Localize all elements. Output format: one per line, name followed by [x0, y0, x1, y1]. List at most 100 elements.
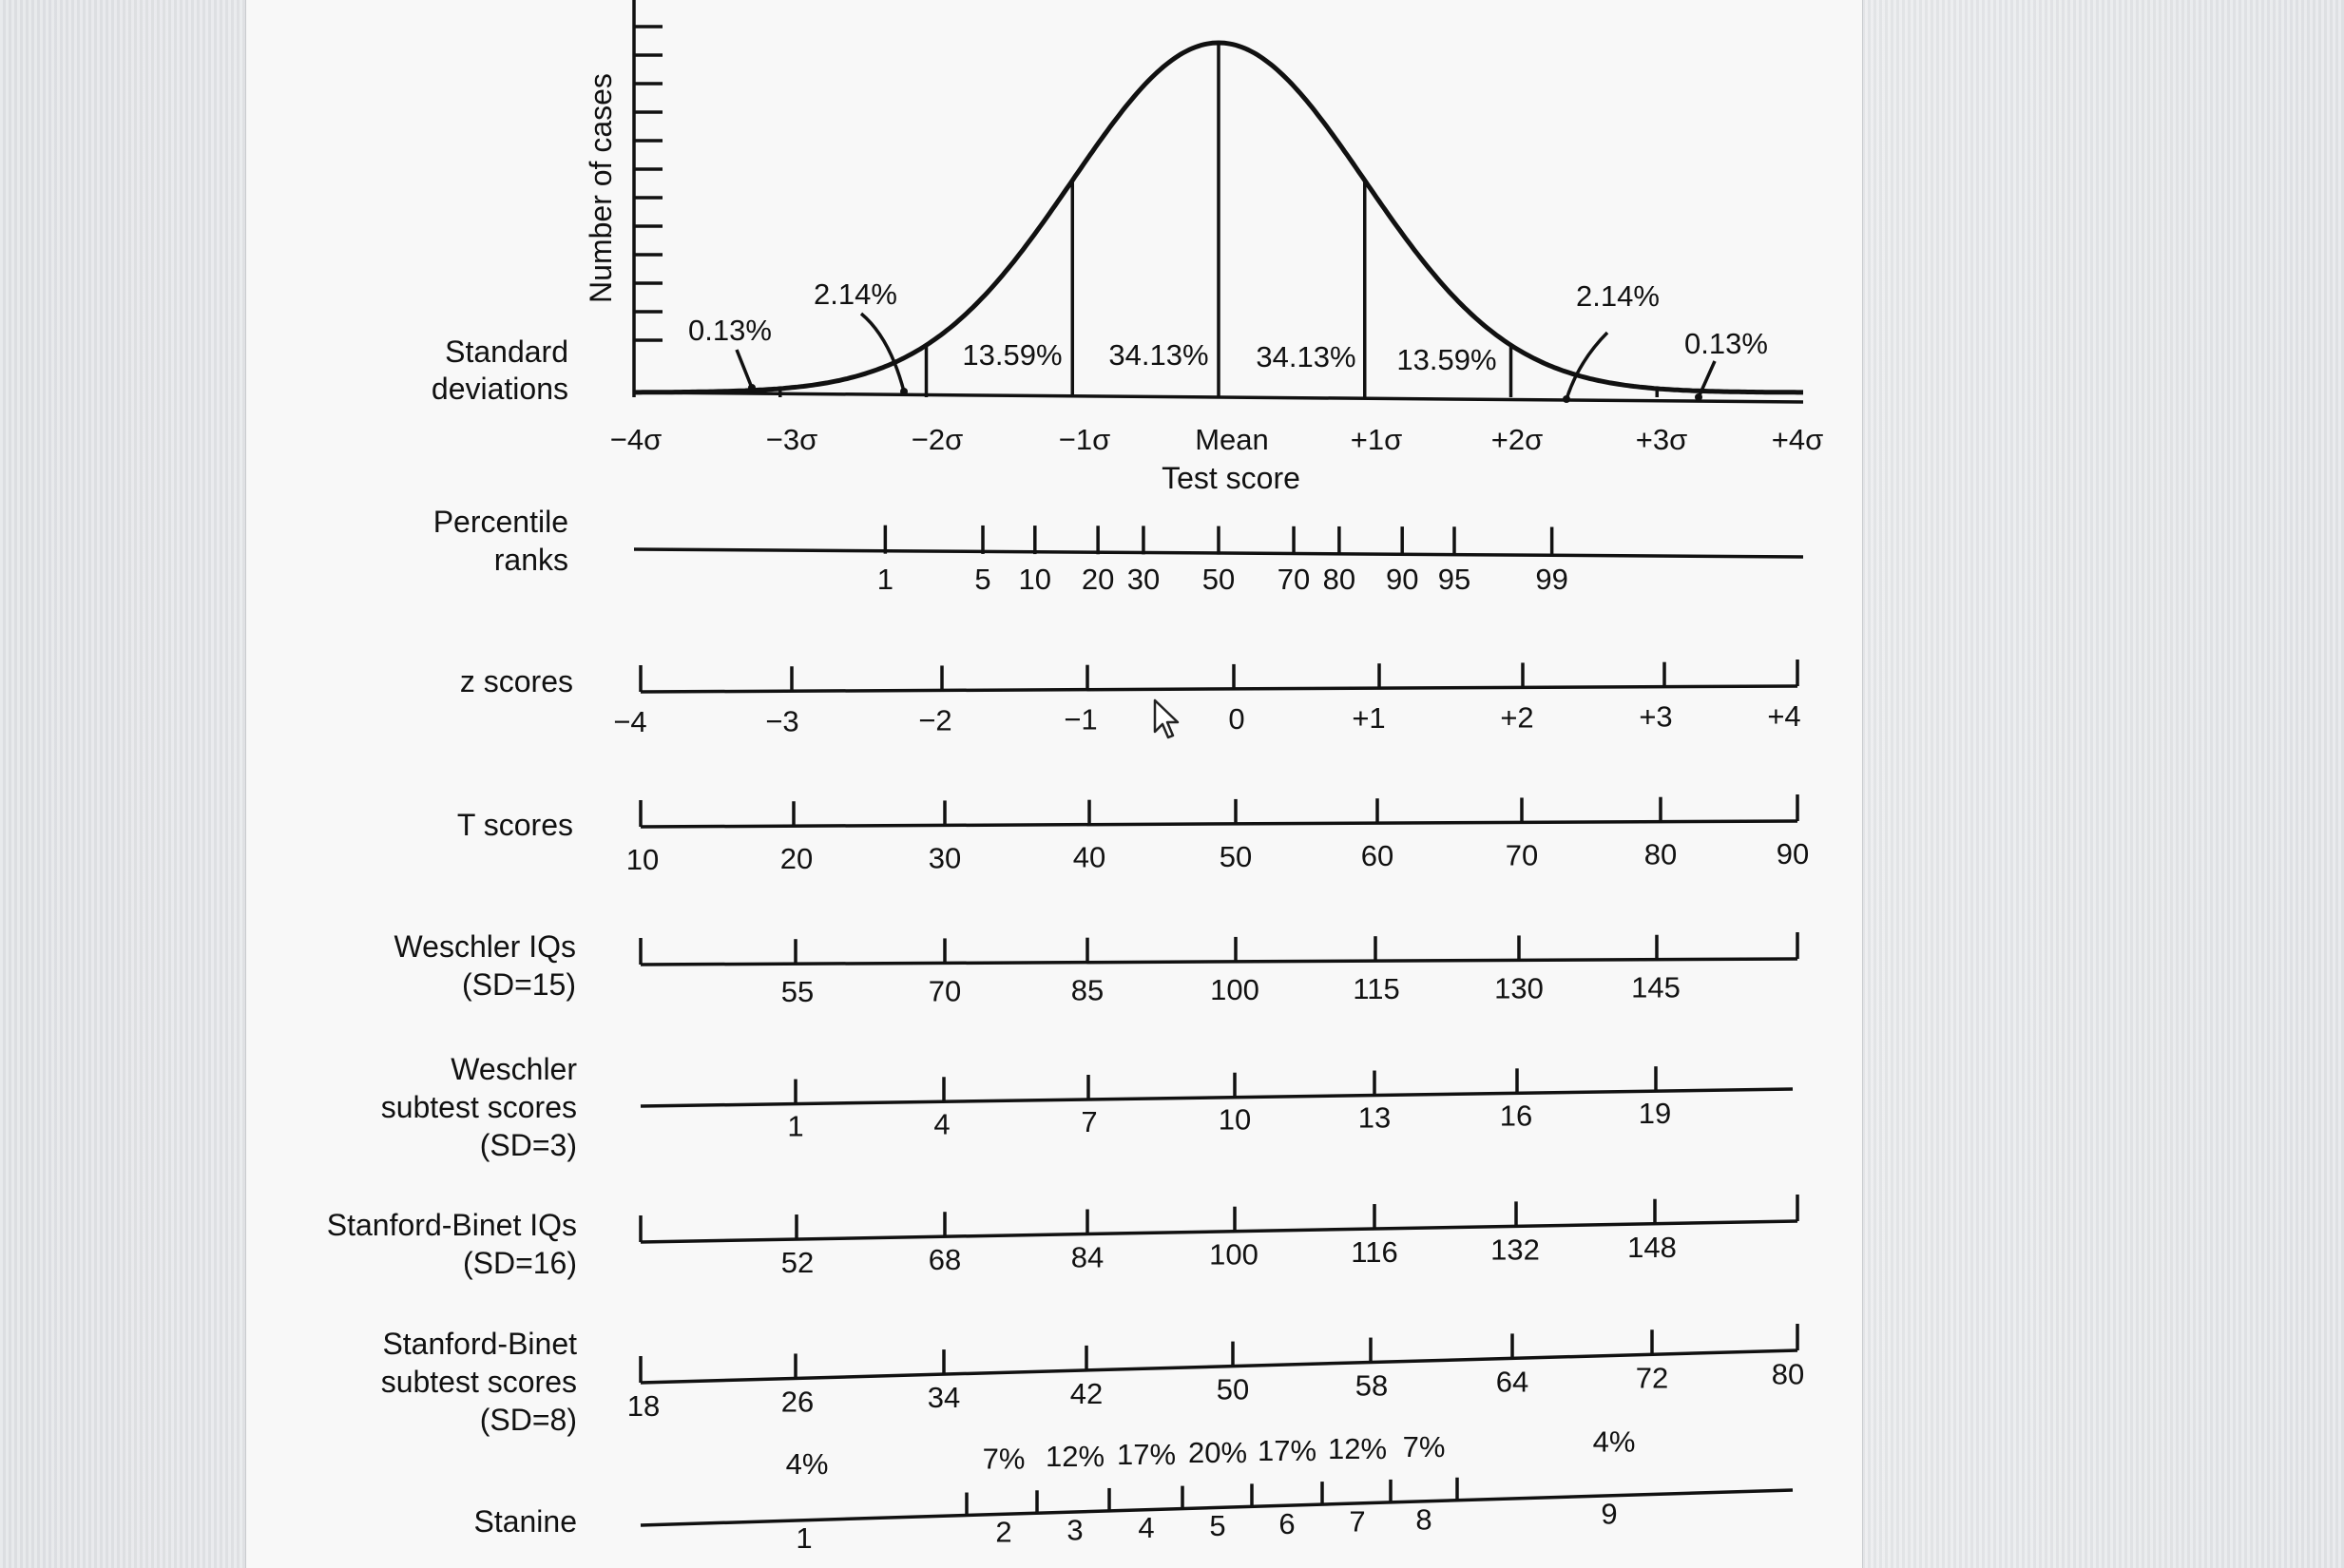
sd-tick-label: +3σ [1636, 423, 1687, 456]
z-scores-tick-label: 0 [1228, 702, 1244, 736]
wechsler-subtest-tick-label: 1 [787, 1110, 803, 1143]
wechsler-iq-tick-label: 130 [1494, 971, 1544, 1004]
stanine-number-label: 3 [1066, 1513, 1083, 1546]
stanford-binet-subtest-tick-label: 72 [1636, 1361, 1668, 1394]
stanford-binet-iq-tick-label: 52 [781, 1246, 814, 1279]
percentile-tick-label: 10 [1019, 563, 1051, 596]
wechsler-subtest-tick-label: 10 [1219, 1103, 1251, 1137]
wechsler-iq-tick-label: 115 [1353, 972, 1399, 1005]
tail-area-leader-arrow [1697, 360, 1717, 398]
wechsler-subtest-tick-label: 13 [1358, 1101, 1391, 1135]
sd-tick-label: +4σ [1772, 423, 1823, 456]
t-scores-tick-label: 20 [780, 842, 813, 875]
percentile-tick-label: 50 [1202, 563, 1235, 596]
z-scores-tick-label: −3 [765, 704, 798, 737]
wechsler-subtest-label-line: subtest scores [381, 1090, 577, 1124]
percentile-tick-label: 70 [1278, 563, 1310, 596]
wechsler-subtest-label-line: (SD=3) [480, 1128, 577, 1162]
wechsler-iq-axis-line [640, 957, 1798, 966]
t-scores-tick-label: 10 [626, 843, 659, 876]
tail-area-arrow-head [748, 384, 756, 392]
stanine-percent-label: 4% [1593, 1425, 1636, 1458]
sd-tick-label: +1σ [1351, 423, 1402, 456]
stanine-percent-label: 12% [1328, 1432, 1387, 1465]
wechsler-iq-tick-label: 85 [1071, 974, 1104, 1007]
stanine-percent-label: 7% [983, 1442, 1026, 1475]
percentile-tick-label: 80 [1323, 563, 1355, 596]
t-scores-axis-line [640, 819, 1798, 829]
wechsler-subtest-tick-label: 7 [1081, 1105, 1097, 1138]
stanine-number-label: 4 [1138, 1511, 1154, 1544]
z-scores-tick-label: −2 [918, 703, 951, 736]
stanford-binet-subtest-label-line: (SD=8) [480, 1403, 577, 1437]
wechsler-iq-label-line: Weschler IQs [394, 929, 576, 964]
z-scores-tick-label: −4 [613, 705, 646, 738]
percentile-tick-label: 30 [1127, 563, 1160, 596]
stanford-binet-iq-tick-label: 132 [1490, 1233, 1540, 1266]
wechsler-iq-tick-label: 55 [781, 975, 814, 1008]
standard-deviations-label-line: deviations [432, 372, 568, 406]
stanford-binet-subtest-label-line: Stanford-Binet [382, 1327, 577, 1361]
wechsler-iq-tick-label: 145 [1631, 971, 1681, 1004]
stanford-binet-iq-tick-label: 68 [929, 1243, 961, 1276]
z-scores-tick-label: +2 [1500, 700, 1533, 734]
wechsler-iq-label-line: (SD=15) [462, 967, 576, 1002]
t-scores-tick-label: 60 [1361, 839, 1393, 872]
mouse-pointer-arrow-icon [1153, 698, 1180, 739]
sd-tick-label: +2σ [1491, 423, 1543, 456]
wechsler-iq-tick-label: 70 [929, 974, 961, 1007]
area-percentage-label: 0.13% [688, 314, 772, 347]
area-percentage-label: 34.13% [1108, 338, 1208, 372]
t-scores-tick-label: 90 [1777, 837, 1809, 870]
area-percentage-label: 13.59% [1396, 343, 1496, 376]
stanford-binet-subtest-tick-label: 58 [1355, 1369, 1388, 1403]
stanford-binet-subtest-axis-line [640, 1348, 1798, 1385]
stanine-percent-label: 7% [1403, 1430, 1446, 1463]
z-scores-tick-label: +1 [1352, 701, 1385, 735]
wechsler-subtest-label-line: Weschler [451, 1052, 577, 1086]
stanine-percent-label: 17% [1117, 1438, 1176, 1471]
stanford-binet-iq-tick-label: 84 [1071, 1241, 1104, 1274]
t-scores-tick-label: 30 [929, 841, 961, 874]
stanford-binet-subtest-tick-label: 26 [781, 1385, 814, 1418]
standard-deviations-label-line: Standard [445, 335, 568, 369]
z-scores-tick-label: +3 [1639, 700, 1672, 734]
stanine-percent-label: 17% [1258, 1434, 1316, 1467]
y-axis-label: Number of cases [584, 73, 618, 303]
stanine-number-label: 6 [1278, 1507, 1295, 1540]
stanine-number-label: 7 [1349, 1505, 1365, 1539]
percentile-ranks-label-line: Percentile [433, 505, 568, 539]
stanford-binet-iq-tick-label: 116 [1351, 1235, 1397, 1269]
area-percentage-label: 34.13% [1256, 340, 1355, 373]
percentile-ranks-label-line: ranks [494, 543, 568, 577]
stanine-label-line: Stanine [473, 1504, 577, 1539]
sd-tick-label: −3σ [766, 423, 817, 456]
stanine-number-label: 2 [995, 1516, 1011, 1549]
area-percentage-label: 0.13% [1684, 327, 1768, 360]
z-scores-tick-label: −1 [1064, 703, 1097, 736]
percentile-tick-label: 99 [1535, 563, 1567, 596]
stanford-binet-subtest-tick-label: 34 [928, 1381, 960, 1414]
stanford-binet-iq-tick-label: 148 [1627, 1231, 1677, 1264]
t-scores-tick-label: 80 [1644, 838, 1677, 871]
stanford-binet-subtest-label-line: subtest scores [381, 1365, 577, 1399]
stanine-percent-label: 4% [786, 1447, 829, 1481]
area-percentage-label: 13.59% [962, 338, 1062, 372]
wechsler-subtest-tick-label: 16 [1500, 1099, 1532, 1132]
stanford-binet-subtest-tick-label: 50 [1217, 1373, 1249, 1406]
sd-tick-label: Mean [1195, 423, 1269, 456]
wechsler-iq-tick-label: 100 [1210, 973, 1259, 1006]
t-scores-tick-label: 40 [1073, 841, 1105, 874]
tail-area-arrow-head [1563, 395, 1570, 403]
area-percentage-label: 2.14% [1576, 279, 1660, 313]
stanine-axis-line [640, 1488, 1794, 1527]
stanford-binet-iq-label-line: Stanford-Binet IQs [327, 1208, 577, 1242]
z-scores-label-line: z scores [460, 664, 573, 698]
percentile-tick-label: 95 [1438, 563, 1470, 596]
stanford-binet-subtest-tick-label: 18 [627, 1389, 660, 1423]
percentile-tick-label: 1 [877, 563, 893, 596]
wechsler-subtest-axis-line [640, 1087, 1794, 1108]
z-scores-axis-line [640, 684, 1798, 694]
t-scores-label-line: T scores [457, 808, 573, 842]
stanine-percent-label: 20% [1188, 1436, 1247, 1469]
